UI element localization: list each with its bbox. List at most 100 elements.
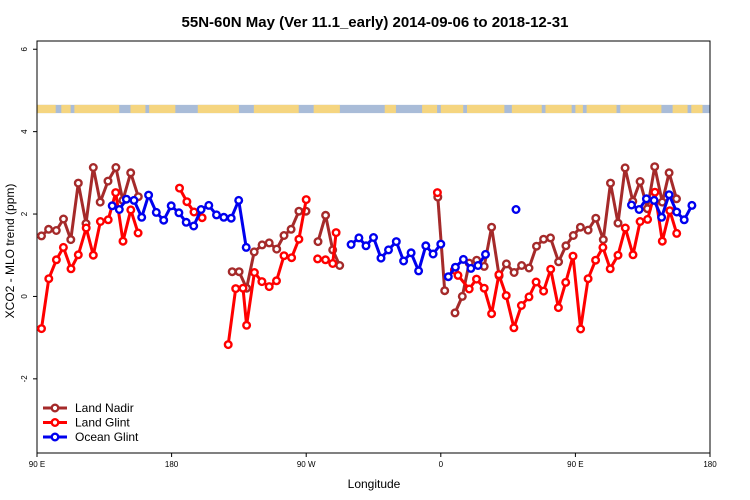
data-point — [531, 277, 541, 287]
land-segment — [440, 104, 464, 114]
data-point — [591, 255, 601, 265]
data-point — [466, 263, 476, 273]
data-point — [606, 178, 616, 188]
data-point — [568, 230, 578, 240]
data-point — [272, 276, 282, 286]
data-point — [517, 261, 527, 271]
series-line — [316, 213, 342, 267]
data-point — [144, 190, 154, 200]
data-point — [576, 324, 586, 334]
data-point — [66, 264, 76, 274]
land-segment — [575, 104, 583, 114]
data-point — [620, 163, 630, 173]
land-segment — [130, 104, 146, 114]
legend-item-land-glint: Land Glint — [43, 416, 130, 430]
data-point — [137, 212, 147, 222]
data-point — [458, 254, 468, 264]
data-point — [114, 204, 124, 214]
legend-item-ocean-glint: Ocean Glint — [43, 430, 139, 444]
data-point — [376, 253, 386, 263]
data-point — [238, 283, 248, 293]
data-point — [241, 242, 251, 252]
y-tick-label: 6 — [20, 46, 29, 51]
land-segment — [691, 104, 703, 114]
data-point — [231, 284, 241, 294]
x-axis-label: Longitude — [348, 477, 401, 491]
legend-marker — [50, 403, 60, 413]
land-segment — [149, 104, 176, 114]
data-point — [37, 231, 47, 241]
data-point — [182, 197, 192, 207]
data-point — [103, 176, 113, 186]
y-tick-label: 2 — [20, 211, 29, 216]
data-point — [568, 251, 578, 261]
data-point — [539, 234, 549, 244]
data-point — [301, 195, 311, 205]
data-point — [95, 216, 105, 226]
data-point — [554, 257, 564, 267]
data-point — [133, 228, 143, 238]
data-point — [226, 213, 236, 223]
land-segment — [466, 104, 505, 114]
data-point — [219, 212, 229, 222]
y-tick-label: 4 — [20, 129, 29, 134]
land-segment — [672, 104, 688, 114]
data-point — [487, 222, 497, 232]
data-point — [73, 178, 83, 188]
data-point — [227, 267, 237, 277]
data-point — [509, 268, 519, 278]
data-point — [321, 210, 331, 220]
x-tick-label: 180 — [703, 460, 717, 469]
data-point — [479, 283, 489, 293]
data-point — [546, 264, 556, 274]
data-point — [511, 204, 521, 214]
data-point — [628, 250, 638, 260]
data-point — [613, 250, 623, 260]
data-point — [107, 201, 117, 211]
data-point — [591, 213, 601, 223]
data-point — [546, 233, 556, 243]
data-point — [436, 239, 446, 249]
data-point — [249, 247, 259, 257]
y-tick-label: 0 — [20, 294, 29, 299]
data-point — [561, 277, 571, 287]
legend-marker — [50, 432, 60, 442]
data-point — [583, 274, 593, 284]
data-point — [553, 303, 563, 313]
data-point — [294, 234, 304, 244]
data-point — [211, 210, 221, 220]
x-tick-label: 0 — [439, 460, 444, 469]
data-point — [657, 212, 667, 222]
data-point — [223, 340, 233, 350]
data-point — [234, 267, 244, 277]
data-point — [111, 162, 121, 172]
data-point — [672, 194, 682, 204]
ocean-band — [37, 104, 710, 114]
series-land-glint — [37, 183, 682, 350]
land-segment — [37, 104, 56, 114]
data-point — [583, 225, 593, 235]
data-point — [121, 194, 131, 204]
data-point — [620, 223, 630, 233]
data-point — [428, 249, 438, 259]
data-point — [95, 197, 105, 207]
x-tick-label: 90 W — [297, 460, 316, 469]
data-point — [627, 200, 637, 210]
data-point — [687, 200, 697, 210]
data-point — [487, 309, 497, 319]
y-axis: -2 0 2 4 6 — [20, 46, 37, 382]
land-segment — [197, 104, 239, 114]
data-point — [399, 256, 409, 266]
data-point — [59, 214, 69, 224]
data-point — [166, 201, 176, 211]
data-point — [174, 208, 184, 218]
data-point — [354, 233, 364, 243]
data-point — [88, 162, 98, 172]
legend-marker — [50, 418, 60, 428]
data-point — [605, 264, 615, 274]
data-point — [81, 223, 91, 233]
legend-label: Land Nadir — [75, 401, 134, 415]
